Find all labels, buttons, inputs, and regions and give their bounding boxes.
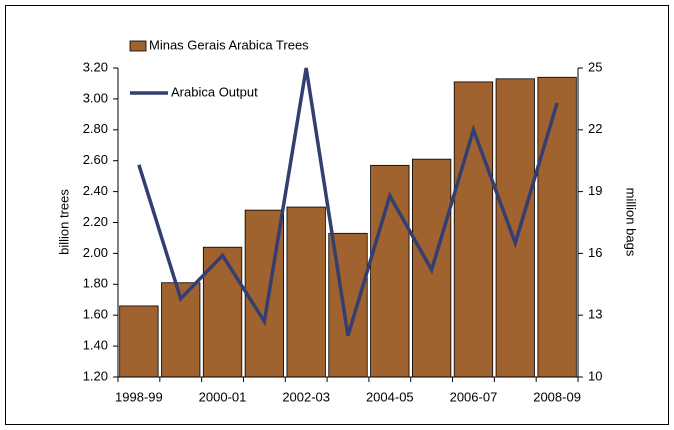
y-tick-label: 1.80 xyxy=(83,276,108,291)
y-tick-label: 2.40 xyxy=(83,183,108,198)
y-tick-label: 2.80 xyxy=(83,121,108,136)
y-tick-label: 3.00 xyxy=(83,90,108,105)
y2-tick-label: 19 xyxy=(588,183,602,198)
y-tick-label: 3.20 xyxy=(83,59,108,74)
bar xyxy=(119,305,159,378)
y-tick-label: 1.60 xyxy=(83,307,108,322)
legend-label: Arabica Output xyxy=(171,84,258,99)
bar xyxy=(537,76,577,378)
y2-tick-label: 16 xyxy=(588,245,602,260)
bar xyxy=(495,78,535,378)
bar xyxy=(286,206,326,378)
x-tick-label: 2006-07 xyxy=(450,389,498,404)
y-tick-label: 2.00 xyxy=(83,245,108,260)
bar xyxy=(202,246,243,378)
y-tick-label: 2.60 xyxy=(83,152,108,167)
y-tick-label: 1.40 xyxy=(83,338,108,353)
x-tick-label: 2004-05 xyxy=(366,389,414,404)
x-tick-label: 2000-01 xyxy=(199,389,247,404)
legend-label: Minas Gerais Arabica Trees xyxy=(149,37,309,52)
x-tick-label: 1998-99 xyxy=(115,389,163,404)
legend-swatch xyxy=(129,40,147,52)
y2-tick-label: 10 xyxy=(588,368,602,383)
x-tick-label: 2008-09 xyxy=(533,389,581,404)
y-tick-label: 1.20 xyxy=(83,368,108,383)
y2-axis-title: million bags xyxy=(624,188,639,257)
y2-tick-label: 25 xyxy=(588,59,602,74)
y2-tick-label: 22 xyxy=(588,121,602,136)
y-tick-label: 2.20 xyxy=(83,214,108,229)
line-series xyxy=(137,67,559,337)
y2-tick-label: 13 xyxy=(588,307,602,322)
y-axis-title: billion trees xyxy=(56,189,71,255)
x-tick-label: 2002-03 xyxy=(282,389,330,404)
